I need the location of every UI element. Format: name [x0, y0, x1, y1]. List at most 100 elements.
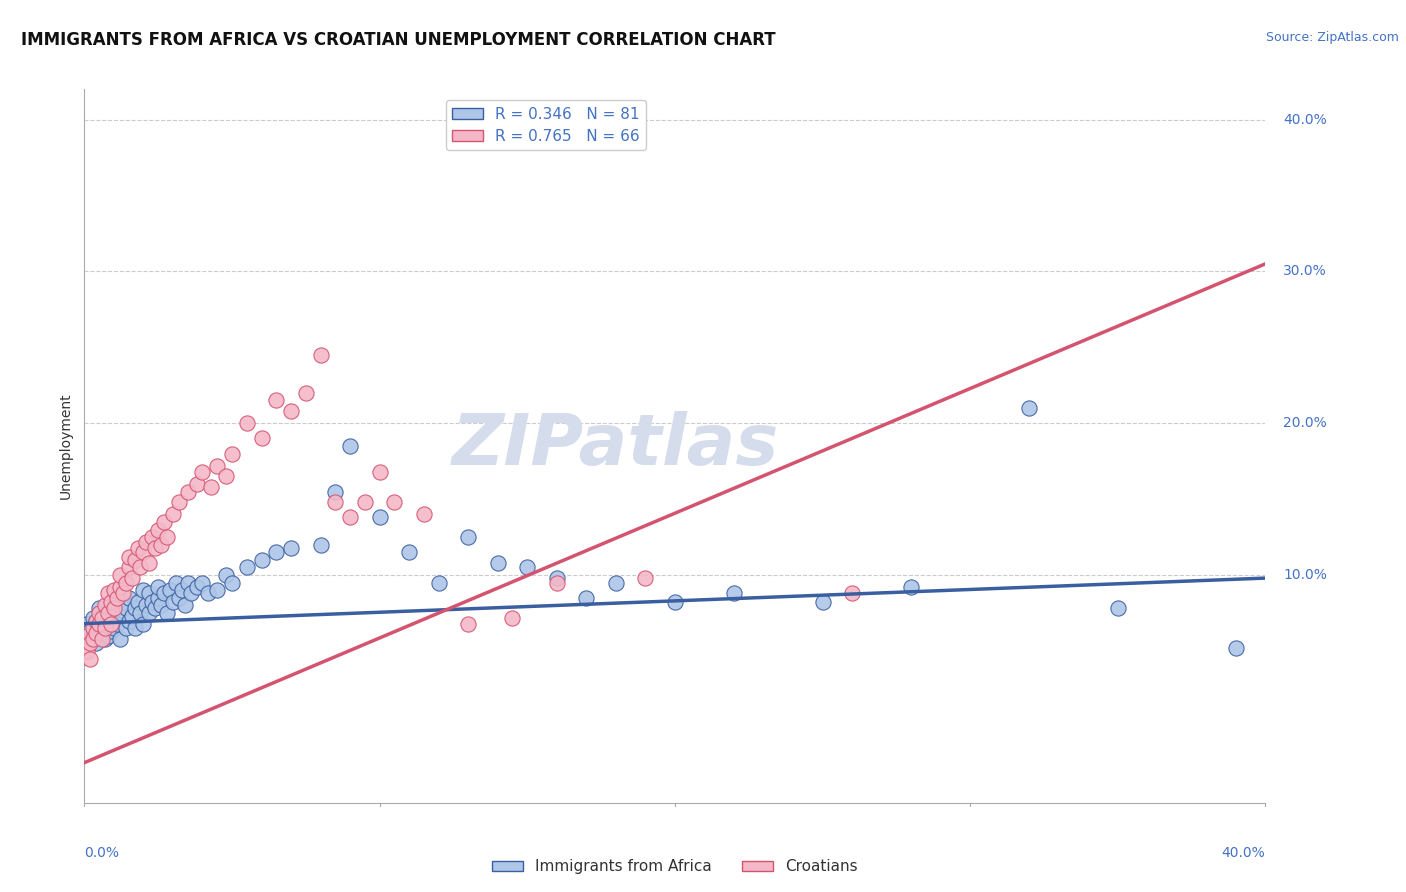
Point	[129, 606, 152, 620]
Point	[368, 465, 391, 479]
Point	[118, 614, 141, 628]
Point	[148, 580, 170, 594]
Point	[103, 601, 125, 615]
Point	[82, 629, 104, 643]
Point	[153, 586, 176, 600]
Point	[118, 560, 141, 574]
Point	[94, 621, 117, 635]
Legend: Immigrants from Africa, Croatians: Immigrants from Africa, Croatians	[486, 854, 863, 880]
Point	[141, 595, 163, 609]
Point	[150, 538, 173, 552]
Point	[84, 614, 107, 628]
Point	[121, 609, 143, 624]
Point	[76, 616, 98, 631]
Point	[87, 601, 111, 615]
Text: 10.0%: 10.0%	[1284, 568, 1327, 582]
Point	[156, 606, 179, 620]
Point	[177, 484, 200, 499]
Point	[427, 575, 450, 590]
Point	[250, 553, 273, 567]
Point	[215, 469, 238, 483]
Point	[87, 616, 111, 631]
Point	[162, 595, 184, 609]
Point	[501, 610, 523, 624]
Point	[103, 621, 125, 635]
Point	[82, 621, 104, 635]
Point	[221, 447, 243, 461]
Point	[114, 575, 136, 590]
Point	[97, 629, 120, 643]
Point	[235, 416, 259, 430]
Point	[339, 439, 361, 453]
Point	[1018, 401, 1040, 415]
Point	[91, 632, 114, 646]
Point	[118, 549, 141, 564]
Point	[486, 556, 509, 570]
Point	[141, 530, 163, 544]
Point	[124, 621, 146, 635]
Point	[167, 495, 190, 509]
Point	[97, 586, 120, 600]
Text: Source: ZipAtlas.com: Source: ZipAtlas.com	[1265, 31, 1399, 45]
Point	[811, 595, 834, 609]
Point	[82, 610, 104, 624]
Point	[180, 586, 202, 600]
Point	[323, 495, 347, 509]
Point	[143, 601, 166, 615]
Point	[900, 580, 922, 594]
Point	[100, 616, 122, 631]
Point	[197, 586, 219, 600]
Point	[165, 575, 187, 590]
Point	[250, 431, 273, 445]
Point	[103, 599, 125, 613]
Point	[159, 583, 181, 598]
Point	[84, 636, 107, 650]
Point	[108, 568, 131, 582]
Point	[339, 510, 361, 524]
Point	[841, 586, 863, 600]
Point	[546, 571, 568, 585]
Point	[82, 632, 104, 646]
Point	[91, 609, 114, 624]
Text: 20.0%: 20.0%	[1284, 417, 1327, 430]
Y-axis label: Unemployment: Unemployment	[59, 392, 73, 500]
Point	[94, 616, 117, 631]
Point	[186, 580, 208, 594]
Point	[111, 595, 134, 609]
Point	[664, 595, 686, 609]
Point	[382, 495, 406, 509]
Point	[138, 556, 160, 570]
Point	[153, 515, 176, 529]
Point	[143, 541, 166, 555]
Point	[457, 530, 479, 544]
Point	[114, 621, 136, 635]
Point	[94, 599, 117, 613]
Point	[191, 465, 214, 479]
Point	[132, 545, 155, 559]
Point	[76, 629, 98, 643]
Point	[87, 625, 111, 640]
Point	[132, 583, 155, 598]
Point	[79, 632, 101, 646]
Point	[100, 624, 122, 639]
Text: IMMIGRANTS FROM AFRICA VS CROATIAN UNEMPLOYMENT CORRELATION CHART: IMMIGRANTS FROM AFRICA VS CROATIAN UNEMP…	[21, 31, 776, 49]
Point	[103, 583, 125, 598]
Point	[94, 632, 117, 646]
Point	[121, 571, 143, 585]
Point	[84, 625, 107, 640]
Point	[723, 586, 745, 600]
Point	[76, 644, 98, 658]
Point	[280, 404, 302, 418]
Text: 40.0%: 40.0%	[1222, 846, 1265, 860]
Point	[162, 508, 184, 522]
Point	[173, 599, 195, 613]
Point	[91, 610, 114, 624]
Point	[156, 530, 179, 544]
Point	[114, 601, 136, 615]
Point	[605, 575, 627, 590]
Point	[295, 385, 318, 400]
Point	[634, 571, 657, 585]
Point	[368, 510, 391, 524]
Point	[135, 534, 157, 549]
Point	[309, 538, 332, 552]
